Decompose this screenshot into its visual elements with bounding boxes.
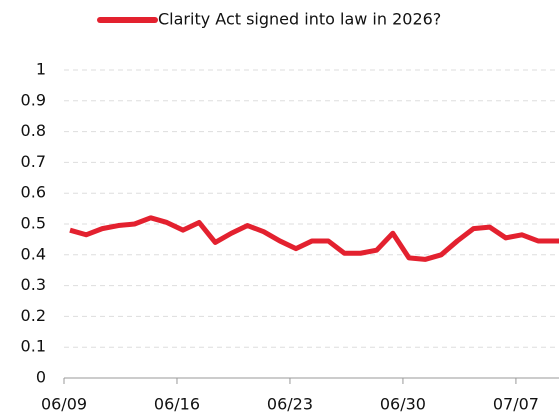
- series-line: [69, 215, 559, 262]
- legend-label: Clarity Act signed into law in 2026?: [158, 10, 441, 29]
- y-tick-label: 0: [36, 368, 46, 387]
- y-tick-label: 1: [36, 60, 46, 79]
- y-tick-label: 0.6: [21, 183, 46, 202]
- y-tick-label: 0.4: [21, 244, 46, 263]
- x-tick-label: 06/09: [41, 395, 87, 414]
- y-tick-label: 0.8: [21, 121, 46, 140]
- y-tick-label: 0.9: [21, 90, 46, 109]
- y-tick-label: 0.1: [21, 337, 46, 356]
- y-tick-label: 0.5: [21, 214, 46, 233]
- y-tick-label: 0.3: [21, 275, 46, 294]
- y-tick-label: 0.7: [21, 152, 46, 171]
- x-tick-label: 06/16: [154, 395, 200, 414]
- x-tick-label: 06/30: [380, 395, 426, 414]
- x-tick-label: 07/07: [493, 395, 539, 414]
- x-tick-label: 06/23: [267, 395, 313, 414]
- y-tick-label: 0.2: [21, 306, 46, 325]
